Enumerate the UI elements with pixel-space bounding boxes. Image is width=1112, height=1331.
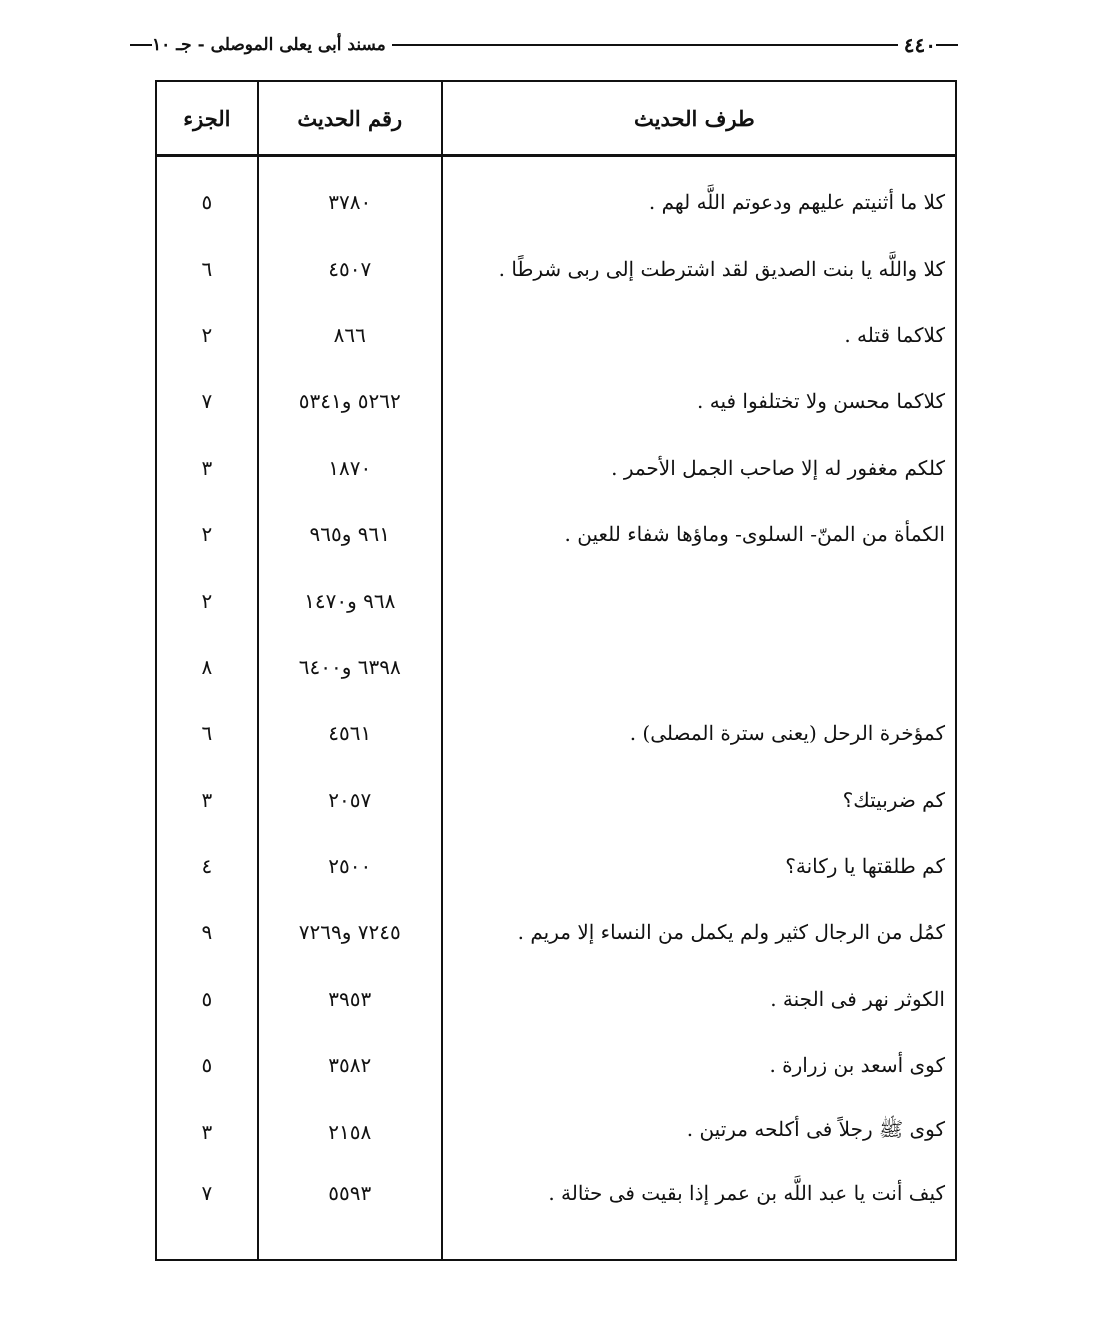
juz-cell: ٣: [201, 1119, 213, 1144]
hadith-number-cell: ٥٥٩٣: [256, 1164, 442, 1260]
header-hadith-number: رقم الحديث: [256, 81, 442, 157]
hadith-text-cell: كوى ﷺ رجلاً فى أكلحه مرتين .: [440, 1098, 956, 1165]
table-row: كلاكما قتله . ٨٦٦ ٢: [156, 301, 956, 369]
table-row: كم طلقتها يا ركانة؟ ٢٥٠٠ ٤: [156, 832, 956, 900]
hadith-index-table: طرف الحديث رقم الحديث الجزء كلا ما أثنيت…: [155, 80, 957, 1261]
table-row: كوى ﷺ رجلاً فى أكلحه مرتين . ٢١٥٨ ٣: [156, 1098, 956, 1165]
table-row: كلكم مغفور له إلا صاحب الجمل الأحمر . ١٨٧…: [156, 434, 956, 501]
juz-cell: ٨: [201, 654, 213, 679]
hadith-number-cell: ٩٦٨ و١٤٧٠: [256, 567, 442, 634]
table-row: كمُل من الرجال كثير ولم يكمل من النساء إ…: [156, 899, 956, 966]
juz-cell: ٥: [201, 986, 213, 1011]
table-row: كيف أنت يا عبد اللَّه بن عمر إذا بقيت فى…: [156, 1164, 956, 1260]
table-row: كلا واللَّه يا بنت الصديق لقد اشترطت إلى…: [156, 235, 956, 302]
table-row: ٦٣٩٨ و٦٤٠٠ ٨: [156, 633, 956, 701]
header-hadith-text: طرف الحديث: [440, 81, 956, 157]
juz-cell: ٢: [201, 588, 213, 613]
table-row: كلاكما محسن ولا تختلفوا فيه . ٥٢٦٢ و٥٣٤١ ٧: [156, 368, 956, 435]
juz-cell: ٣: [201, 787, 213, 812]
juz-cell: ٦: [201, 256, 213, 281]
hadith-text-cell: كمُل من الرجال كثير ولم يكمل من النساء إ…: [440, 899, 956, 966]
juz-cell: ٤: [201, 854, 213, 879]
hadith-number-cell: ٤٥٦١: [256, 700, 442, 767]
rule: [130, 44, 152, 46]
juz-cell: ٩: [201, 920, 213, 945]
hadith-number-cell: ٧٢٤٥ و٧٢٦٩: [256, 899, 442, 966]
table-row: كمؤخرة الرحل (يعنى سترة المصلى) . ٤٥٦١ ٦: [156, 700, 956, 767]
table-row: كم ضربيتك؟ ٢٠٥٧ ٣: [156, 766, 956, 833]
juz-cell: ٥: [201, 1053, 213, 1078]
hadith-text-cell: كلا واللَّه يا بنت الصديق لقد اشترطت إلى…: [440, 235, 956, 302]
hadith-text-cell: كلا ما أثنيتم عليهم ودعوتم اللَّه لهم .: [440, 155, 956, 236]
page-number: ٤٤٠: [903, 33, 936, 57]
juz-cell: ٢: [201, 522, 213, 547]
table-header-row: طرف الحديث رقم الحديث الجزء: [156, 81, 956, 157]
hadith-number-cell: ٣٩٥٣: [256, 965, 442, 1033]
hadith-number-cell: ٢١٥٨: [256, 1098, 442, 1165]
hadith-text-cell: [440, 633, 956, 701]
juz-cell: ٧: [201, 1180, 213, 1205]
hadith-text-cell: الكمأة من المنّ- السلوى- وماؤها شفاء للع…: [440, 500, 956, 568]
hadith-text-cell: كلاكما قتله .: [440, 301, 956, 369]
rule: [391, 44, 898, 46]
table-row: ٩٦٨ و١٤٧٠ ٢: [156, 567, 956, 634]
hadith-number-cell: ٤٥٠٧: [256, 235, 442, 302]
rule: [936, 44, 958, 46]
running-title: مسند أبى يعلى الموصلى - جـ ١٠: [152, 35, 386, 55]
hadith-number-cell: ٦٣٩٨ و٦٤٠٠: [256, 633, 442, 701]
hadith-text-cell: كيف أنت يا عبد اللَّه بن عمر إذا بقيت فى…: [440, 1164, 956, 1260]
hadith-number-cell: ٢٠٥٧: [256, 766, 442, 833]
table-row: الكمأة من المنّ- السلوى- وماؤها شفاء للع…: [156, 500, 956, 568]
juz-cell: ٧: [201, 389, 213, 414]
juz-cell: ٢: [201, 322, 213, 347]
juz-cell: ٥: [201, 190, 213, 215]
hadith-text-cell: كلاكما محسن ولا تختلفوا فيه .: [440, 368, 956, 435]
juz-cell: ٦: [201, 721, 213, 746]
hadith-number-cell: ١٨٧٠: [256, 434, 442, 501]
table-row: كوى أسعد بن زرارة . ٣٥٨٢ ٥: [156, 1032, 956, 1099]
hadith-number-cell: ٣٥٨٢: [256, 1032, 442, 1099]
hadith-number-cell: ٢٥٠٠: [256, 832, 442, 900]
hadith-text-cell: كوى أسعد بن زرارة .: [440, 1032, 956, 1099]
hadith-text-cell: الكوثر نهر فى الجنة .: [440, 965, 956, 1033]
table-row: كلا ما أثنيتم عليهم ودعوتم اللَّه لهم .٣…: [156, 155, 956, 236]
hadith-text-cell: كلكم مغفور له إلا صاحب الجمل الأحمر .: [440, 434, 956, 501]
hadith-text-cell: كمؤخرة الرحل (يعنى سترة المصلى) .: [440, 700, 956, 767]
header-juz: الجزء: [156, 81, 258, 157]
hadith-text-cell: كم ضربيتك؟: [440, 766, 956, 833]
hadith-number-cell: ٥٢٦٢ و٥٣٤١: [256, 368, 442, 435]
running-head: ٤٤٠ مسند أبى يعلى الموصلى - جـ ١٠: [130, 30, 958, 60]
hadith-text-cell: كم طلقتها يا ركانة؟: [440, 832, 956, 900]
hadith-number-cell: ٣٧٨٠: [256, 155, 442, 236]
hadith-text-cell: [440, 567, 956, 634]
hadith-number-cell: ٩٦١ و٩٦٥: [256, 500, 442, 568]
juz-cell: ٣: [201, 455, 213, 480]
hadith-number-cell: ٨٦٦: [256, 301, 442, 369]
table-row: الكوثر نهر فى الجنة . ٣٩٥٣ ٥: [156, 965, 956, 1033]
